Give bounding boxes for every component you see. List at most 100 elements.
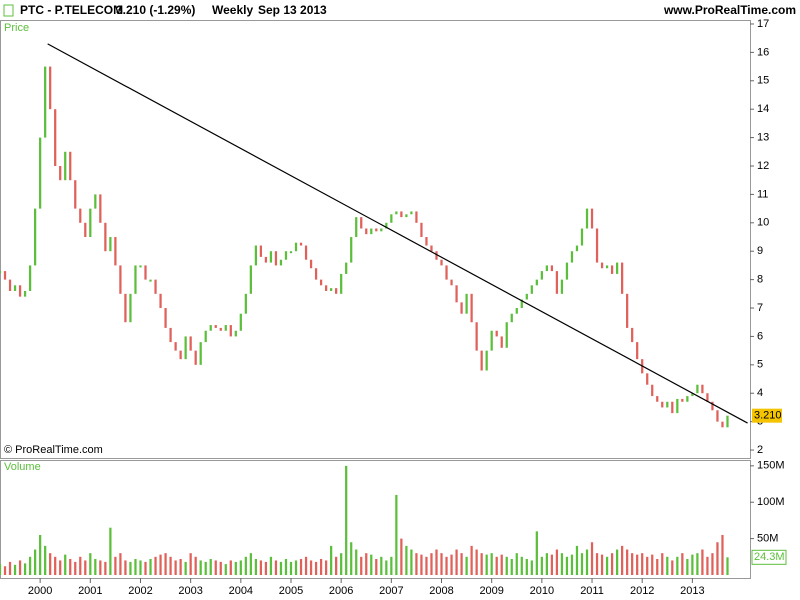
candle [44,66,47,138]
volume-bar [671,560,674,575]
candle [144,265,147,280]
volume-bar [385,560,388,575]
last-volume-box [751,549,787,565]
candle [600,262,604,269]
candle [495,330,498,337]
candle [39,137,42,209]
volume-bar [319,558,323,575]
y-tick-label: 11 [757,188,768,200]
candle [319,279,323,286]
candle [555,271,559,294]
volume-bar [590,542,594,575]
volume-bar [239,560,242,575]
candle [259,245,263,257]
candle [711,401,714,411]
last-price-label: 3.210 [754,410,782,422]
volume-bar [525,558,528,575]
volume-bar [400,538,403,575]
volume-bar [199,560,202,575]
volume-bar [430,553,433,575]
candle [570,251,574,263]
volume-bar [480,553,483,575]
candle [74,180,77,209]
volume-bar [595,553,599,575]
candle [410,211,413,215]
candle [460,302,463,314]
volume-bar [114,556,117,575]
candle [425,237,428,246]
candle [500,336,503,348]
volume-bar [149,558,152,575]
candle [696,384,699,394]
candle [124,293,127,323]
volume-bar [555,549,559,575]
y-tick-label: 13 [757,132,769,144]
candle [234,330,237,337]
volume-bar [711,553,714,575]
candle [8,279,12,291]
candle [189,336,192,351]
volume-bar [706,556,709,575]
volume-bar [390,556,393,575]
volume-bar [550,554,554,575]
volume-bar [209,558,212,575]
volume-bar [375,558,378,575]
candle [455,285,458,303]
volume-bar [560,553,564,575]
volume-bar [259,560,263,575]
x-tick-label: 2006 [329,585,353,597]
candle [605,265,609,269]
volume-bar [94,558,97,575]
volume-bar [294,560,298,575]
y-tick-label: 12 [757,160,769,172]
candle [229,325,232,337]
volume-bar [701,549,704,575]
x-tick-label: 2000 [28,585,52,597]
volume-bar [309,560,313,575]
volume-bar [284,558,288,575]
candle [224,325,227,331]
volume-bar [420,554,423,575]
volume-bar [154,556,157,575]
candle [33,208,37,266]
volume-bar [174,560,177,575]
volume-bar [89,553,92,575]
volume-bar [520,556,523,575]
volume-bar [44,545,47,575]
volume-bar [605,556,609,575]
candle [505,322,508,348]
volume-bar [59,560,62,575]
candle [701,384,704,394]
candle [545,265,548,272]
candle [420,222,423,238]
last-price-box [752,408,782,423]
candle [59,166,62,181]
candle [89,208,92,238]
volume-bar [3,566,7,575]
candle [350,237,353,263]
candle [104,222,107,252]
volume-bar [79,556,82,575]
candle [656,396,659,402]
candle [706,393,709,402]
candle [440,259,443,266]
volume-bar [445,556,448,575]
volume-bar [600,554,604,575]
candle [480,350,483,371]
volume-bar [129,561,132,575]
volume-bar [425,556,428,575]
volume-bar [405,545,408,575]
volume-bar [8,561,12,575]
volume-bar [580,553,584,575]
volume-label: Volume [4,461,41,473]
candle [264,256,268,263]
volume-bar [681,553,684,575]
candle [169,327,172,343]
volume-bar [360,556,363,575]
volume-bar [13,564,17,575]
candle [651,384,654,397]
candle [340,273,343,294]
candle [691,393,694,397]
x-tick-label: 2002 [128,585,152,597]
